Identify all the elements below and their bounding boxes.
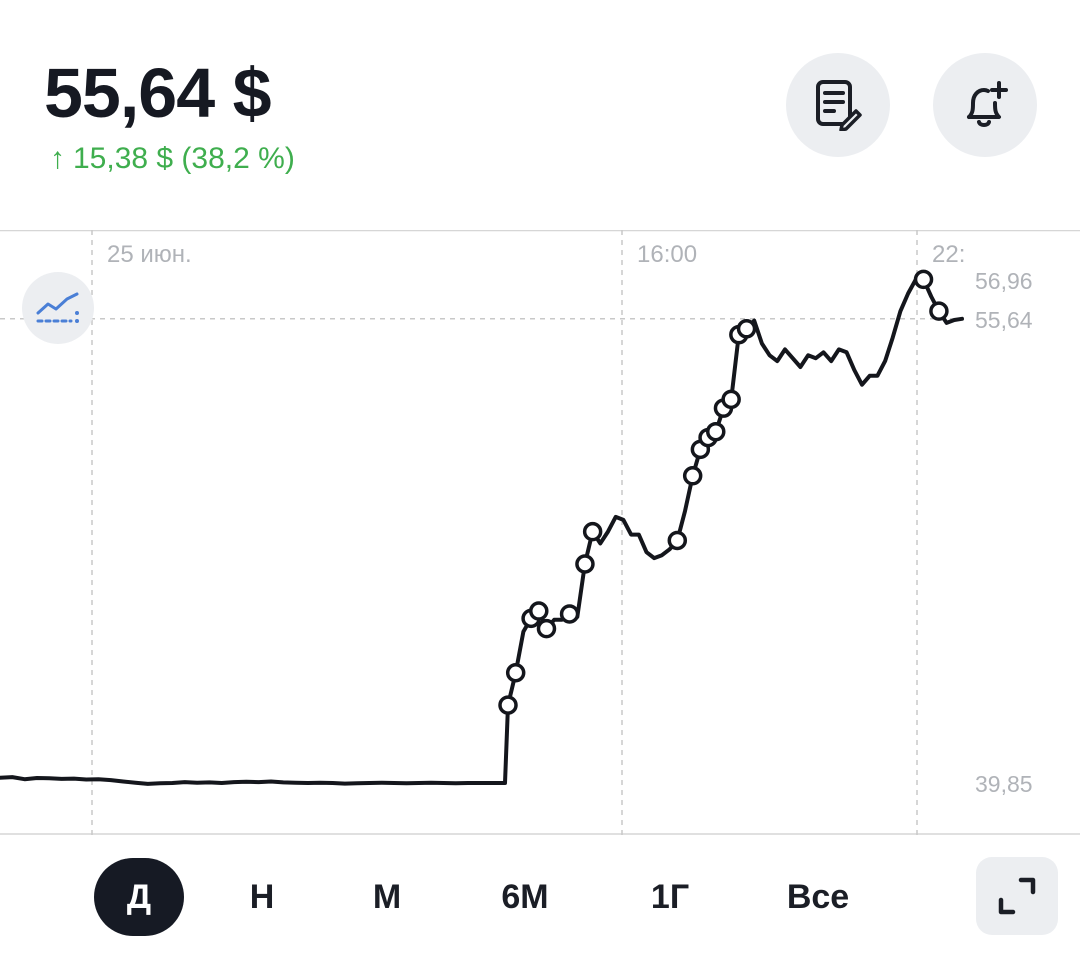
price-alert-button[interactable] — [933, 53, 1037, 157]
trade-marker — [682, 466, 703, 486]
bell-plus-icon — [967, 81, 1008, 127]
y-tick-label: 56,96 — [975, 268, 1033, 294]
trade-marker — [913, 269, 934, 290]
trade-marker — [736, 319, 757, 339]
indicators-button[interactable] — [22, 272, 94, 344]
period-6-months[interactable]: 6М — [501, 878, 549, 916]
period-all[interactable]: Все — [786, 878, 850, 916]
trade-marker — [498, 695, 518, 715]
trade-marker — [721, 389, 741, 410]
price-chart-svg[interactable]: 25 июн. 16:00 22: 56,96 55,64 39,85 — [0, 230, 1080, 835]
trade-marker — [529, 601, 549, 621]
expand-icon — [998, 877, 1036, 915]
period-week[interactable]: Н — [249, 878, 275, 916]
x-tick-label: 22: — [932, 241, 965, 268]
x-tick-label: 16:00 — [637, 241, 697, 268]
y-tick-label: 39,85 — [975, 771, 1033, 797]
current-price: 55,64 $ — [44, 54, 272, 132]
trade-marker — [575, 554, 595, 574]
period-day[interactable]: Д — [94, 858, 184, 936]
trade-marker — [582, 521, 603, 542]
up-arrow-icon: ↑ — [50, 142, 65, 175]
x-tick-label: 25 июн. — [107, 241, 192, 268]
trade-marker — [706, 421, 726, 442]
trade-marker — [559, 604, 580, 624]
notes-button[interactable] — [786, 53, 890, 157]
period-year[interactable]: 1Г — [650, 878, 690, 916]
trade-marker — [929, 301, 949, 321]
period-month[interactable]: М — [372, 878, 402, 916]
expand-chart-button[interactable] — [976, 857, 1058, 935]
trade-marker — [536, 618, 557, 639]
indicator-chart-icon — [36, 292, 79, 323]
trade-marker — [505, 663, 526, 683]
price-chart[interactable]: 25 июн. 16:00 22: 56,96 55,64 39,85 — [0, 230, 1080, 835]
price-line — [0, 277, 964, 786]
price-change-value: 15,38 $ (38,2 %) — [73, 142, 295, 175]
price-change: ↑ 15,38 $ (38,2 %) — [50, 144, 295, 174]
trade-marker — [667, 530, 688, 551]
y-tick-label: 55,64 — [975, 307, 1033, 333]
notes-edit-icon — [816, 80, 862, 131]
period-selector: Д Н М 6М 1Г Все — [0, 858, 1080, 936]
